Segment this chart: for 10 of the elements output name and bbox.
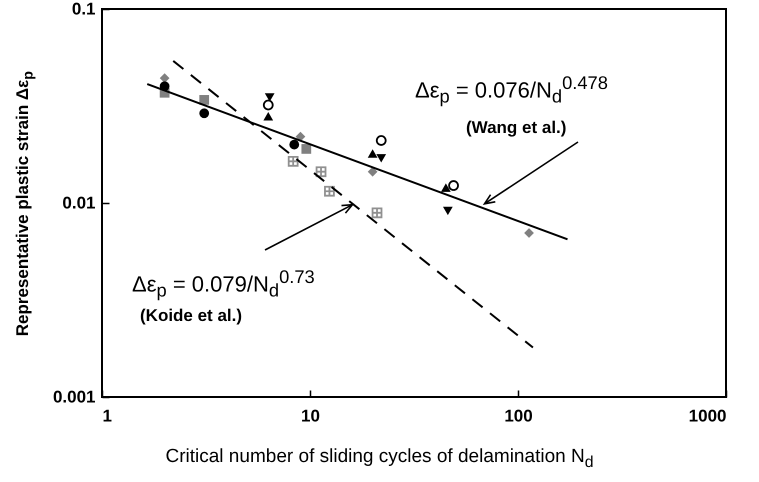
x-tick-label: 100 xyxy=(504,406,533,426)
y-tick-label: 0.1 xyxy=(72,0,96,18)
x-tick-label: 1000 xyxy=(688,406,726,426)
x-axis-title: Critical number of sliding cycles of delamination N$_{d}$ xyxy=(164,446,595,472)
annotation: (Koide et al.) xyxy=(140,306,242,326)
x-tick-label: 1 xyxy=(102,406,112,426)
annotation: (Wang et al.) xyxy=(466,118,566,138)
y-tick-label: 0.01 xyxy=(62,194,96,212)
y-tick-label: 0.001 xyxy=(52,388,96,406)
x-tick-label: 10 xyxy=(301,406,320,426)
